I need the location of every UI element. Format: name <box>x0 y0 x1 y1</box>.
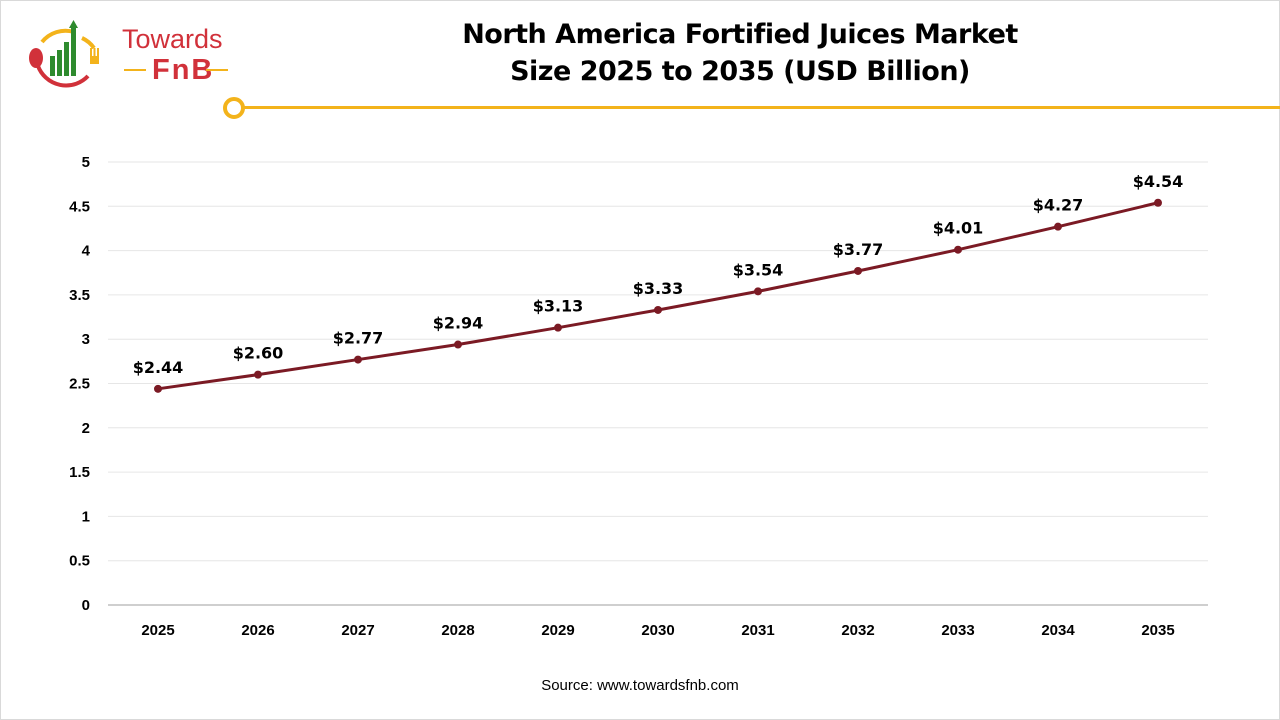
y-tick-label: 3.5 <box>69 287 90 304</box>
towards-fnb-logo: Towards FnB <box>24 18 228 88</box>
y-tick-label: 2.5 <box>69 376 90 393</box>
data-label: $4.01 <box>933 219 984 238</box>
x-tick-label: 2030 <box>641 622 674 639</box>
data-label: $2.94 <box>433 314 484 333</box>
x-tick-label: 2033 <box>941 622 974 639</box>
data-label: $4.27 <box>1033 196 1084 215</box>
data-label: $3.54 <box>733 260 784 279</box>
data-point <box>554 323 562 332</box>
logo-dash-right <box>206 69 228 71</box>
data-point <box>454 340 462 349</box>
x-tick-label: 2026 <box>241 622 274 639</box>
x-tick-label: 2035 <box>1141 622 1174 639</box>
y-tick-label: 2 <box>82 420 90 437</box>
data-label: $3.33 <box>633 279 684 298</box>
y-tick-label: 5 <box>82 154 90 171</box>
y-tick-label: 3 <box>82 331 90 348</box>
logo-dash-left <box>124 69 146 71</box>
data-label: $3.13 <box>533 297 584 316</box>
y-tick-label: 4 <box>82 243 91 260</box>
chart-title-line-2: Size 2025 to 2035 (USD Billion) <box>510 56 970 87</box>
chart-title-line-1: North America Fortified Juices Market <box>462 19 1018 50</box>
x-tick-label: 2027 <box>341 622 374 639</box>
data-label: $4.54 <box>1133 172 1184 191</box>
data-point <box>1054 222 1062 231</box>
data-label: $3.77 <box>833 240 884 259</box>
logo-text-towards: Towards <box>122 24 223 54</box>
data-point <box>1154 198 1162 207</box>
data-point <box>954 245 962 254</box>
x-tick-label: 2025 <box>141 622 174 639</box>
y-tick-label: 1 <box>82 508 90 525</box>
data-label: $2.77 <box>333 329 384 348</box>
x-tick-label: 2031 <box>741 622 774 639</box>
data-label: $2.60 <box>233 344 284 363</box>
data-point <box>254 370 262 379</box>
y-tick-label: 1.5 <box>69 464 90 481</box>
chart-title: North America Fortified Juices Market Si… <box>380 16 1100 90</box>
logo-text-fnb: FnB <box>152 54 215 86</box>
data-label: $2.44 <box>133 358 184 377</box>
data-point <box>154 384 162 393</box>
x-tick-label: 2029 <box>541 622 574 639</box>
data-point <box>854 266 862 275</box>
data-point <box>654 305 662 314</box>
title-divider-dot <box>223 97 245 119</box>
x-tick-label: 2032 <box>841 622 874 639</box>
logo-mark-icon <box>29 20 99 88</box>
source-note: Source: www.towardsfnb.com <box>541 677 739 694</box>
data-point <box>354 355 362 364</box>
x-tick-label: 2028 <box>441 622 474 639</box>
y-tick-label: 0.5 <box>69 553 90 570</box>
title-divider <box>242 106 1280 109</box>
x-tick-label: 2034 <box>1041 622 1075 639</box>
y-tick-label: 0 <box>82 597 90 614</box>
y-tick-label: 4.5 <box>69 198 90 215</box>
data-point <box>754 287 762 296</box>
